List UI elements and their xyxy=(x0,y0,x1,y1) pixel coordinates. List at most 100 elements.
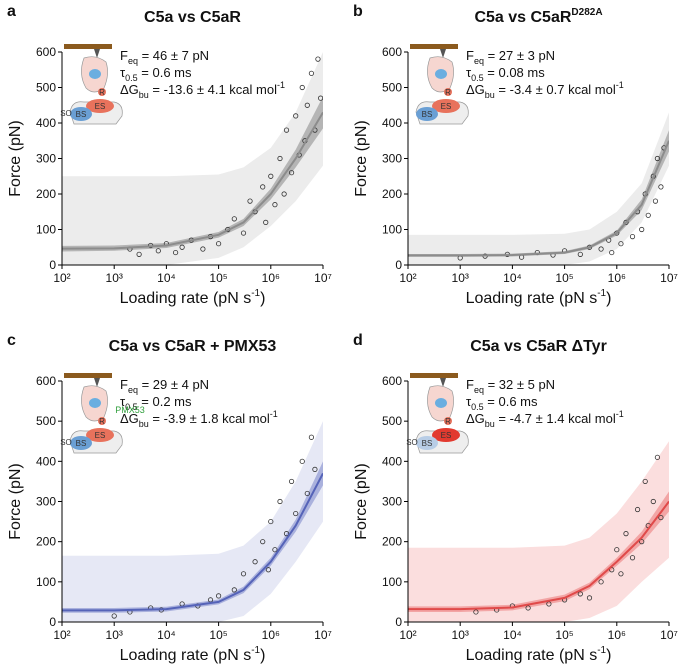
x-tick-label: 10³ xyxy=(452,628,469,642)
r-site xyxy=(444,88,452,96)
y-axis-label: Force (pN) xyxy=(7,463,24,539)
data-point xyxy=(247,198,253,204)
panel: 0 100 200 300 400 500 600 10² 10³ 10⁴ 10⁵ 10⁶ 10⁷ b C5… xyxy=(353,3,678,307)
annotation: Feq = 27 ± 3 pN xyxy=(466,48,555,66)
x-label-sup: -1 xyxy=(597,288,606,299)
data-point xyxy=(281,191,287,197)
data-point xyxy=(312,466,318,472)
data-point xyxy=(525,605,531,611)
data-point xyxy=(231,587,237,593)
inset: R ES BS SO PMX53 xyxy=(60,373,145,454)
es-site xyxy=(86,99,114,113)
fit-line xyxy=(408,500,669,611)
data-point xyxy=(277,498,283,505)
x-axis-label: Loading rate (pN s-1) xyxy=(120,288,266,307)
inset: R ES BS SO xyxy=(60,44,123,125)
annotation-part: F xyxy=(466,377,474,392)
title-sup: D282A xyxy=(571,7,602,18)
y-tick-label: 200 xyxy=(36,535,56,549)
data-point xyxy=(283,127,290,133)
y-tick-label: 200 xyxy=(36,187,56,201)
annotation: τ0.5 = 0.6 ms xyxy=(466,394,538,412)
panel-letter: c xyxy=(7,332,16,349)
data-point xyxy=(614,547,620,553)
annotation-part: F xyxy=(120,48,128,63)
plot xyxy=(62,52,323,265)
data-point xyxy=(658,184,664,190)
data-point xyxy=(634,506,641,513)
bs-site xyxy=(70,107,92,121)
data-point xyxy=(268,518,274,525)
data-point xyxy=(268,173,274,179)
annotation-part: ΔG xyxy=(466,82,485,97)
x-tick-label: 10⁵ xyxy=(209,628,227,642)
data-point xyxy=(652,198,659,204)
annotation-part: bu xyxy=(139,419,149,429)
annotation-part: 0.5 xyxy=(471,73,484,83)
chart-title: C5a vs C5aRD282A xyxy=(474,7,602,26)
x-tick-label: 10⁷ xyxy=(314,271,332,285)
y-tick-label: 400 xyxy=(36,454,56,468)
data-point xyxy=(155,248,161,254)
y-tick-label: 600 xyxy=(36,45,56,59)
data-point xyxy=(252,559,258,565)
y-tick-label: 100 xyxy=(36,223,56,237)
y-tick-label: 300 xyxy=(382,152,402,166)
x-tick-label: 10⁷ xyxy=(660,271,678,285)
y-tick-label: 500 xyxy=(382,81,402,95)
x-tick-label: 10⁴ xyxy=(157,271,176,285)
data-point xyxy=(260,184,266,190)
annotation-part: eq xyxy=(474,56,484,66)
x-tick-label: 10⁴ xyxy=(157,628,176,642)
confidence-band xyxy=(408,112,669,265)
cantilever xyxy=(410,44,458,49)
y-tick-label: 100 xyxy=(382,223,402,237)
tip xyxy=(440,49,446,58)
es-site xyxy=(86,428,114,442)
data-point xyxy=(240,230,247,236)
data-point xyxy=(654,454,661,460)
inset-label: BS xyxy=(76,439,87,448)
inset-label: BS xyxy=(422,110,433,119)
y-tick-label: 400 xyxy=(382,116,402,130)
x-tick-label: 10⁶ xyxy=(262,628,280,642)
inset-label: ES xyxy=(95,431,106,440)
annotation-part: ΔG xyxy=(466,411,485,426)
y-tick-label: 300 xyxy=(382,495,402,509)
annotation-part: -1 xyxy=(616,409,624,419)
title-text: C5a vs C5aR xyxy=(144,9,241,26)
panel-letter: a xyxy=(7,3,16,20)
data-point xyxy=(260,539,266,545)
bs-site xyxy=(416,107,438,121)
annotation-part: = 29 ± 4 pN xyxy=(138,377,209,392)
es-site xyxy=(432,428,460,442)
title-text: C5a vs C5aR xyxy=(474,9,571,26)
x-label-end: ) xyxy=(260,647,265,664)
data-point xyxy=(650,498,656,505)
data-point xyxy=(658,514,664,521)
data-point xyxy=(623,531,629,537)
annotation-part: = 27 ± 3 pN xyxy=(484,48,555,63)
annotation: Feq = 46 ± 7 pN xyxy=(120,48,209,66)
data-point xyxy=(216,593,222,599)
plot xyxy=(62,421,323,622)
y-tick-label: 300 xyxy=(36,495,56,509)
annotation-part: bu xyxy=(139,90,149,100)
data-point xyxy=(240,571,247,577)
data-point xyxy=(263,219,269,225)
data-point xyxy=(288,170,295,176)
y-tick-label: 400 xyxy=(36,116,56,130)
data-point xyxy=(654,155,661,162)
panel-letter: b xyxy=(353,3,363,20)
confidence-band xyxy=(408,441,669,622)
annotation-part: eq xyxy=(128,385,138,395)
inset-label: BS xyxy=(76,110,87,119)
data-point xyxy=(598,579,604,585)
panel: 0 100 200 300 400 500 600 10² 10³ 10⁴ 10⁵ 10⁶ 10⁷ d C5… xyxy=(353,332,678,664)
x-label-text: Loading rate (pN s xyxy=(120,290,252,307)
y-axis-label: Force (pN) xyxy=(7,120,24,196)
panel: 0 100 200 300 400 500 600 10² 10³ 10⁴ 10⁵ 10⁶ 10⁷ a C5… xyxy=(7,3,332,307)
ligand-core xyxy=(435,69,447,79)
x-tick-label: 10³ xyxy=(106,271,123,285)
